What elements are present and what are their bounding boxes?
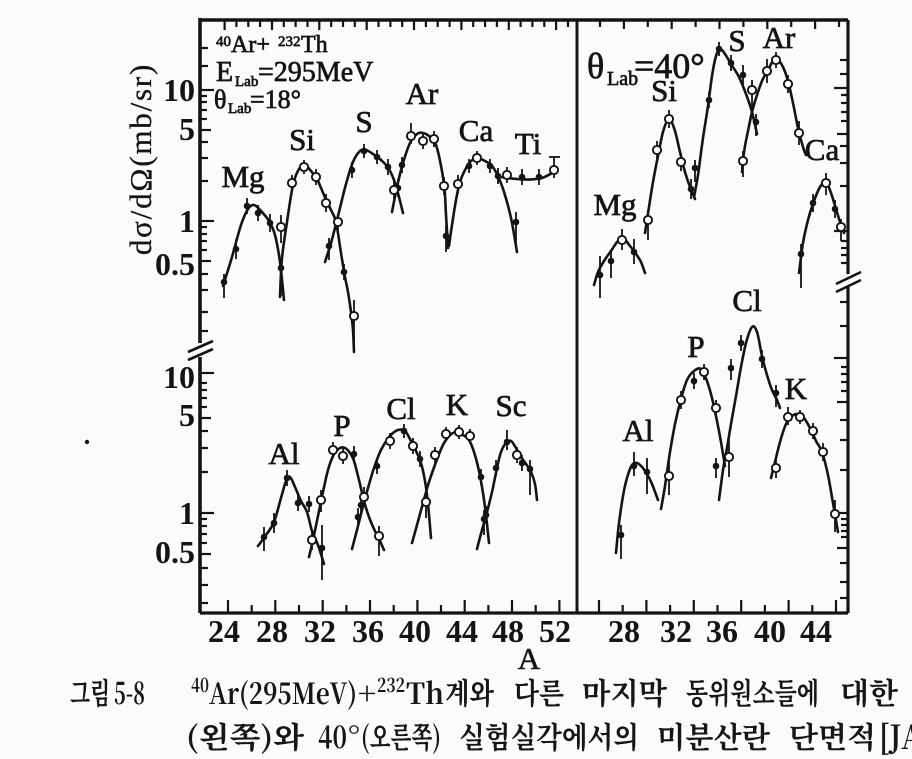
svg-text:28: 28: [608, 613, 640, 649]
svg-text:48: 48: [492, 613, 524, 649]
svg-text:32: 32: [660, 613, 692, 649]
svg-text:Mg: Mg: [593, 187, 636, 222]
svg-text:5: 5: [179, 111, 195, 147]
svg-text:44: 44: [800, 613, 832, 649]
svg-text:Lab: Lab: [228, 101, 251, 117]
svg-text:=18°: =18°: [250, 85, 301, 114]
svg-text:Mg: Mg: [221, 159, 264, 194]
svg-text:1: 1: [179, 203, 195, 239]
svg-text:Ar: Ar: [763, 20, 796, 55]
svg-text:P: P: [687, 329, 704, 364]
svg-text:Si: Si: [651, 73, 677, 108]
svg-text:32: 32: [304, 613, 336, 649]
svg-text:1: 1: [179, 495, 195, 531]
svg-text:10: 10: [163, 359, 195, 395]
svg-text:Sc: Sc: [496, 388, 527, 423]
svg-text:40: 40: [216, 34, 231, 50]
svg-text:A: A: [518, 641, 541, 676]
svg-text:44: 44: [446, 613, 478, 649]
svg-text:S: S: [355, 104, 372, 139]
svg-text:Cl: Cl: [732, 283, 761, 318]
svg-text:36: 36: [706, 613, 738, 649]
svg-text:E: E: [216, 57, 233, 88]
svg-text:40: 40: [754, 613, 786, 649]
svg-text:=40°: =40°: [634, 46, 705, 86]
svg-text:θ: θ: [214, 85, 226, 114]
svg-text:Th: Th: [301, 32, 328, 58]
svg-text:S: S: [728, 23, 745, 58]
svg-text:52: 52: [539, 613, 571, 649]
svg-text:K: K: [446, 387, 469, 422]
svg-text:Ca: Ca: [459, 113, 494, 148]
svg-text:36: 36: [352, 613, 384, 649]
svg-text:Al: Al: [623, 413, 654, 448]
svg-text:θ: θ: [587, 46, 604, 86]
svg-text:5: 5: [179, 397, 195, 433]
svg-text:dσ/dΩ(mb/sr): dσ/dΩ(mb/sr): [123, 63, 158, 255]
svg-text:Lab: Lab: [235, 74, 258, 90]
svg-text:40: 40: [399, 613, 431, 649]
svg-text:24: 24: [208, 613, 240, 649]
svg-text:Al: Al: [269, 436, 300, 471]
svg-text:Cl: Cl: [386, 391, 415, 426]
svg-text:Si: Si: [289, 122, 315, 157]
svg-text:Ca: Ca: [805, 132, 840, 167]
svg-text:28: 28: [256, 613, 288, 649]
svg-text:Ar: Ar: [406, 76, 439, 111]
svg-text:0.5: 0.5: [155, 534, 195, 570]
svg-text:P: P: [333, 408, 350, 443]
svg-text:232: 232: [278, 34, 301, 50]
svg-text:10: 10: [163, 72, 195, 108]
svg-text:Ar+: Ar+: [231, 32, 270, 58]
svg-text:Lab: Lab: [607, 68, 638, 90]
svg-text:=295MeV: =295MeV: [258, 57, 373, 88]
svg-text:Ti: Ti: [515, 126, 542, 161]
svg-text:0.5: 0.5: [155, 246, 195, 282]
svg-text:K: K: [785, 371, 808, 406]
